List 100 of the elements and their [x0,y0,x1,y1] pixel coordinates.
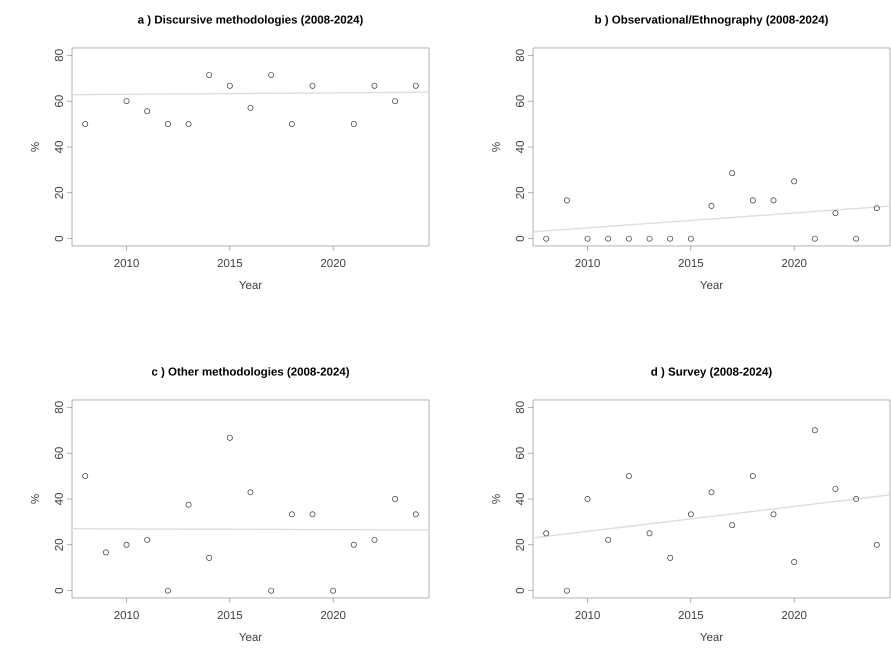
point [708,489,714,496]
point [330,588,336,594]
point [144,108,150,114]
point [750,473,756,480]
point [144,536,150,543]
x-tick-label: 2010 [114,259,139,268]
y-tick-label: 20 [516,186,524,199]
point [124,98,130,104]
x-tick-label: 2020 [320,259,346,268]
y-tick-label: 0 [54,588,63,594]
point [564,588,570,594]
point [248,104,254,111]
point [874,542,880,548]
y-tick-label: 40 [516,141,524,154]
y-tick-label: 60 [516,95,524,107]
point [688,236,694,242]
point [102,549,109,556]
point [164,121,171,128]
x-tick-label: 2020 [782,611,806,620]
point [708,202,714,209]
x-tick-label: 2010 [575,259,600,268]
point [584,236,590,242]
point [543,236,550,242]
y-tick-label: 60 [516,447,524,459]
chart-title: a ) Discursive methodologies (2008-2024) [138,15,363,26]
x-axis-title: Year [700,633,723,642]
y-axis-title: % [30,494,39,504]
y-tick-label: 20 [54,186,63,199]
point [248,489,254,496]
point [729,170,736,176]
point [82,121,88,128]
point [543,530,550,536]
y-tick-label: 20 [516,538,524,551]
x-axis-title: Year [700,281,723,290]
y-axis-title: % [492,142,500,152]
y-tick-label: 40 [54,141,63,154]
y-axis-title: % [30,142,39,152]
point [164,588,171,594]
y-tick-label: 40 [54,493,63,506]
point [350,121,357,128]
point [667,554,674,561]
chart-title: b ) Observational/Ethnography (2008-2024) [595,15,828,26]
point [832,210,838,216]
point [288,511,295,518]
x-tick-label: 2015 [218,259,242,268]
point [310,511,316,518]
chart-title: c ) Other methodologies (2008-2024) [152,367,349,378]
point [412,82,419,89]
point [626,236,632,242]
point [226,82,233,89]
y-tick-label: 0 [54,236,63,242]
x-tick-label: 2020 [782,259,806,268]
point [791,178,798,184]
point [310,82,316,89]
point [372,82,378,89]
y-tick-label: 80 [516,401,524,414]
point [853,236,860,242]
point [770,197,776,204]
point [226,434,233,441]
point [667,236,674,242]
point [626,473,632,480]
point [206,72,212,78]
y-tick-label: 40 [516,493,524,506]
point [688,511,694,518]
point [853,496,860,502]
point [82,473,88,480]
y-tick-label: 80 [54,49,63,62]
y-tick-label: 60 [54,95,63,107]
point [186,121,192,128]
point [268,72,274,78]
point [186,502,192,508]
point [874,205,880,212]
x-tick-label: 2015 [678,259,704,268]
point [646,236,652,242]
point [564,197,570,204]
point [729,522,736,528]
point [124,542,130,548]
point [350,542,357,548]
x-tick-label: 2010 [575,611,600,620]
point [791,559,798,565]
y-tick-label: 0 [516,588,524,594]
chart-title: d ) Survey (2008-2024) [651,367,772,378]
point [812,427,818,434]
point [812,236,818,242]
x-tick-label: 2015 [218,611,242,620]
x-tick-label: 2010 [114,611,139,620]
point [605,536,612,543]
x-tick-label: 2020 [320,611,346,620]
point [832,486,838,492]
point [584,496,590,502]
point [646,530,652,536]
x-axis-title: Year [239,633,262,642]
point [372,536,378,543]
point [206,554,212,561]
point [605,236,612,242]
x-axis-title: Year [239,281,262,290]
point [392,496,398,502]
y-tick-label: 20 [54,538,63,551]
y-tick-label: 60 [54,447,63,459]
point [288,121,295,128]
